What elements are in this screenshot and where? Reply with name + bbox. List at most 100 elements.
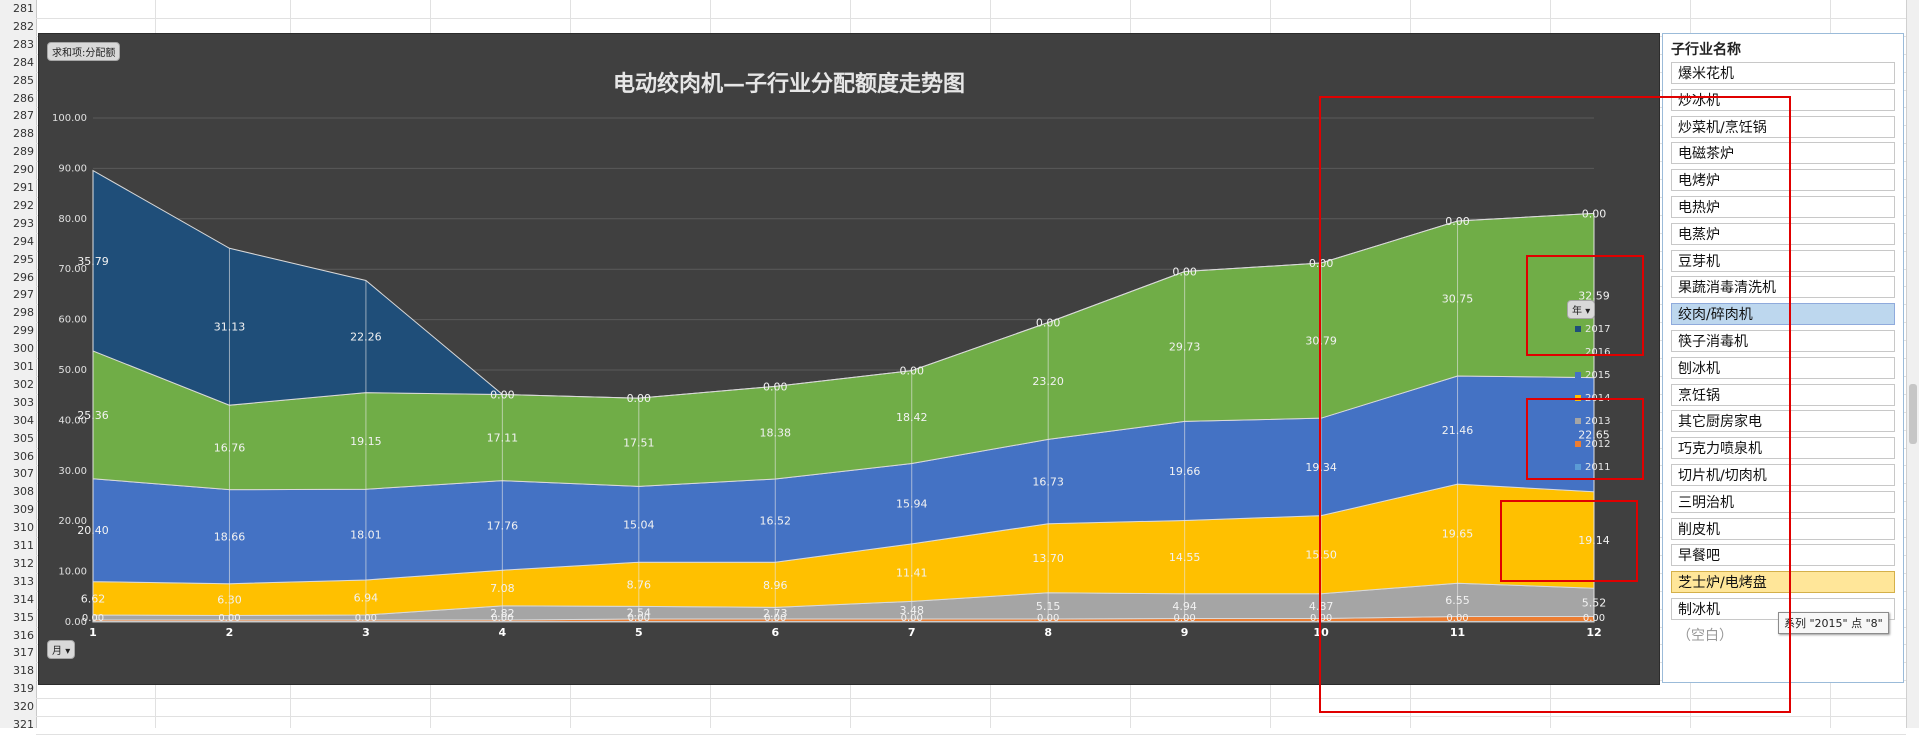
vertical-scrollbar[interactable] (1906, 0, 1919, 728)
row-number[interactable]: 281 (13, 2, 34, 15)
row-number[interactable]: 313 (13, 574, 34, 588)
series-tooltip: 系列 "2015" 点 "8" (1778, 612, 1889, 634)
legend-entry-2015[interactable]: 2015 (1575, 370, 1610, 381)
data-label-baseline: 0.00 (1583, 613, 1605, 624)
legend-entry-2011[interactable]: 2011 (1575, 462, 1610, 473)
row-number[interactable]: 294 (13, 234, 34, 248)
slicer-item[interactable]: 电蒸炉 (1671, 222, 1895, 245)
data-label-baseline: 0.00 (628, 613, 650, 624)
row-number[interactable]: 287 (13, 109, 34, 123)
area-series-2017[interactable] (92, 169, 1595, 406)
data-label-2017: 0.00 (490, 388, 515, 401)
row-number[interactable]: 286 (13, 91, 34, 105)
row-number[interactable]: 314 (13, 592, 34, 606)
row-number[interactable]: 296 (13, 270, 34, 284)
slicer-item[interactable]: 刨冰机 (1671, 356, 1895, 379)
row-number[interactable]: 303 (13, 395, 34, 409)
legend-entry-2017[interactable]: 2017 (1575, 324, 1610, 335)
row-number[interactable]: 318 (13, 664, 34, 678)
row-number[interactable]: 320 (13, 700, 34, 714)
slicer-item[interactable]: 电磁茶炉 (1671, 142, 1895, 165)
row-number[interactable]: 300 (13, 342, 34, 356)
row-number[interactable]: 305 (13, 431, 34, 445)
slicer-item[interactable]: 果蔬消毒清洗机 (1671, 276, 1895, 299)
slicer-item[interactable]: 电热炉 (1671, 196, 1895, 218)
y-tick-label: 90.00 (58, 163, 87, 174)
data-label-2014: 8.76 (627, 578, 652, 591)
data-label-2017: 22.26 (350, 331, 382, 344)
slicer-item[interactable]: 削皮机 (1671, 517, 1895, 540)
slicer-item[interactable]: 巧克力喷泉机 (1671, 437, 1895, 460)
row-number[interactable]: 309 (13, 503, 34, 517)
row-number[interactable]: 285 (13, 73, 34, 87)
row-number[interactable]: 310 (13, 521, 34, 535)
row-number[interactable]: 295 (13, 252, 34, 266)
scrollbar-thumb[interactable] (1909, 384, 1917, 444)
pivot-chart[interactable]: 求和项:分配额 电动绞肉机—子行业分配额度走势图 0.00 10.00 20.00 3… (38, 33, 1660, 685)
data-label-2016: 29.73 (1169, 340, 1201, 353)
row-number[interactable]: 306 (13, 449, 34, 463)
legend-entry-2013[interactable]: 2013 (1575, 416, 1610, 427)
slicer-item[interactable]: 炒菜机/烹饪锅 (1671, 115, 1895, 138)
data-label-2016: 30.75 (1442, 293, 1474, 306)
slicer-panel[interactable]: 子行业名称 爆米花机 炒冰机 炒菜机/烹饪锅 电磁茶炉 电烤炉 电热炉 电蒸炉 豆芽机 果蔬消毒… (1662, 33, 1904, 683)
data-label-2015: 16.73 (1032, 476, 1064, 489)
row-number[interactable]: 312 (13, 556, 34, 570)
row-number[interactable]: 304 (13, 413, 34, 427)
slicer-item[interactable]: 芝士炉/电烤盘 (1671, 571, 1895, 594)
data-label-2015: 19.66 (1169, 465, 1201, 478)
row-number[interactable]: 291 (13, 181, 34, 194)
slicer-item[interactable]: 其它厨房家电 (1671, 410, 1895, 433)
row-number[interactable]: 302 (13, 377, 34, 391)
slicer-item[interactable]: 绞肉/碎肉机 (1671, 303, 1895, 326)
x-tick-label: 9 (1181, 626, 1189, 639)
legend-field-button[interactable]: 年 ▾ (1567, 300, 1596, 319)
data-label-2017: 0.00 (1582, 207, 1607, 220)
slicer-item[interactable]: 三明治机 (1671, 490, 1895, 513)
slicer-item[interactable]: 豆芽机 (1671, 249, 1895, 272)
annotation-box-2014 (1500, 500, 1638, 582)
y-tick-label: 70.00 (58, 264, 87, 275)
row-number[interactable]: 307 (13, 467, 34, 481)
row-number[interactable]: 299 (13, 324, 34, 338)
data-label-2014: 6.62 (81, 592, 106, 605)
slicer-item[interactable]: 烹饪锅 (1671, 383, 1895, 406)
row-number[interactable]: 289 (13, 145, 34, 159)
data-label-2013: 4.94 (1172, 600, 1197, 613)
row-number[interactable]: 308 (13, 485, 34, 499)
data-label-baseline: 0.00 (82, 613, 104, 624)
data-label-2015: 16.52 (760, 515, 792, 528)
slicer-item[interactable]: 早餐吧 (1671, 544, 1895, 567)
slicer-item[interactable]: 炒冰机 (1671, 88, 1895, 111)
y-tick-label: 0.00 (65, 617, 87, 628)
slicer-item[interactable]: 电烤炉 (1671, 169, 1895, 192)
row-number[interactable]: 298 (13, 306, 34, 320)
row-number[interactable]: 283 (13, 37, 34, 51)
x-tick-label: 7 (908, 626, 916, 639)
legend-entry-2016[interactable]: 2016 (1575, 347, 1610, 358)
legend-entry-2012[interactable]: 2012 (1575, 439, 1610, 450)
row-number[interactable]: 297 (13, 288, 34, 302)
row-number[interactable]: 311 (13, 539, 34, 552)
slicer-item[interactable]: 爆米花机 (1671, 62, 1895, 84)
axis-field-button[interactable]: 月 ▾ (47, 640, 76, 659)
value-field-button[interactable]: 求和项:分配额 (47, 42, 121, 61)
row-number[interactable]: 321 (13, 718, 34, 731)
row-number[interactable]: 319 (13, 682, 34, 696)
slicer-item[interactable]: 切片机/切肉机 (1671, 464, 1895, 486)
row-number[interactable]: 292 (13, 198, 34, 212)
row-number[interactable]: 293 (13, 216, 34, 230)
row-number[interactable]: 290 (13, 163, 34, 177)
row-number[interactable]: 284 (13, 55, 34, 69)
data-label-2017: 0.00 (1172, 266, 1197, 279)
row-number[interactable]: 317 (13, 646, 34, 660)
row-number[interactable]: 316 (13, 628, 34, 642)
row-number[interactable]: 301 (13, 360, 34, 373)
data-label-2014: 19.65 (1442, 528, 1474, 541)
row-number[interactable]: 288 (13, 127, 34, 141)
row-number[interactable]: 315 (13, 610, 34, 624)
data-label-2013: 5.52 (1582, 596, 1607, 609)
row-number[interactable]: 282 (13, 19, 34, 33)
data-label-2016: 17.11 (487, 432, 519, 445)
slicer-item[interactable]: 筷子消毒机 (1671, 330, 1895, 352)
